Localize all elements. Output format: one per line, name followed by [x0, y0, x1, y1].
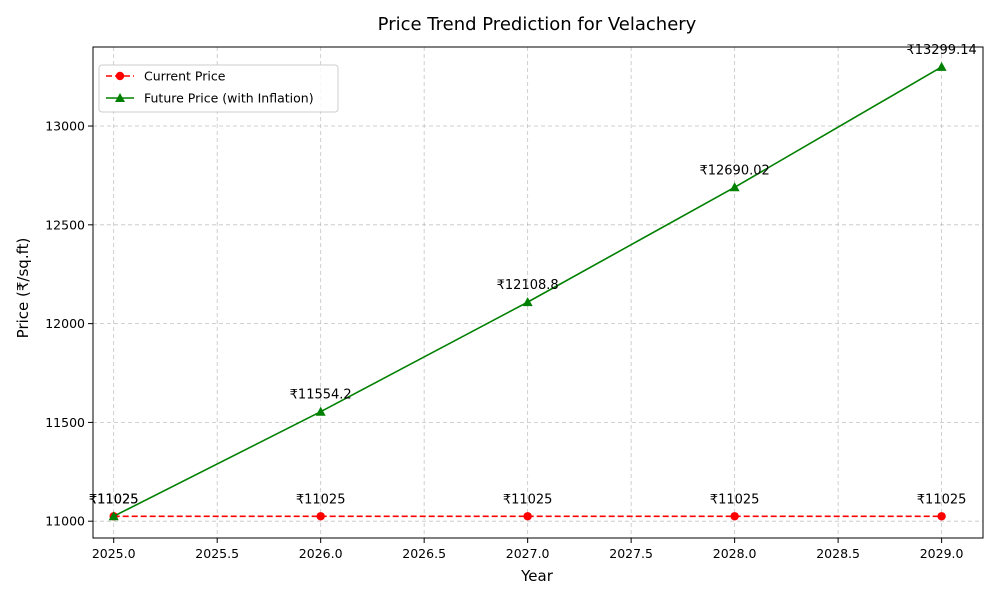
- x-tick-label: 2029.0: [920, 546, 964, 561]
- legend-marker: [115, 93, 125, 102]
- data-labels: ₹11025 ₹11025 ₹11025 ₹11025 ₹11025₹11025₹115…: [89, 43, 977, 507]
- y-axis-label: Price (₹/sq.ft): [14, 238, 32, 339]
- legend-marker: [115, 71, 125, 81]
- x-tick-label: 2027.0: [506, 546, 550, 561]
- data-label: ₹11025: [296, 492, 346, 507]
- y-tick-label: 12500: [45, 217, 85, 232]
- series-2: [108, 61, 947, 521]
- x-tick-label: 2028.0: [713, 546, 757, 561]
- plot-area-frame: [92, 46, 984, 539]
- data-label: ₹11025: [89, 492, 139, 507]
- data-point: [522, 297, 533, 307]
- data-point: [315, 406, 326, 416]
- data-label: ₹11554.2: [290, 388, 352, 403]
- data-label: ₹11025: [710, 492, 760, 507]
- data-label: ₹11025: [503, 492, 553, 507]
- x-tick-label: 2027.5: [609, 546, 653, 561]
- y-axis-ticks: 11000 11500 12000 12500 13000: [45, 119, 93, 529]
- x-axis-ticks: 2025.0 2025.5 2026.0 2026.5 2027.0 2027.5 2028…: [92, 538, 964, 561]
- chart-title: Price Trend Prediction for Velachery: [378, 14, 697, 35]
- series-1: [109, 512, 946, 521]
- grid-lines: [93, 47, 983, 538]
- series-layer: [108, 61, 947, 521]
- y-tick-label: 13000: [45, 119, 85, 134]
- legend: Current Price Future Price (with Inflatio…: [98, 64, 339, 113]
- y-tick-label: 12000: [45, 316, 85, 331]
- data-point: [729, 182, 740, 192]
- y-tick-label: 11500: [45, 415, 85, 430]
- data-label: ₹11025: [917, 492, 967, 507]
- data-point: [523, 512, 532, 521]
- legend-label: Future Price (with Inflation): [144, 91, 314, 106]
- data-point: [730, 512, 739, 521]
- legend-entry: Future Price (with Inflation): [106, 91, 314, 106]
- x-tick-label: 2026.0: [299, 546, 343, 561]
- x-axis-label: Year: [520, 567, 554, 585]
- x-tick-label: 2026.5: [402, 546, 446, 561]
- data-label: ₹12690.02: [699, 163, 769, 178]
- legend-entry: Current Price: [106, 69, 226, 84]
- data-label: ₹11025: [89, 492, 139, 507]
- x-tick-label: 2025.5: [195, 546, 239, 561]
- data-point: [316, 512, 325, 521]
- data-label: ₹13299.14: [906, 43, 976, 58]
- legend-box: [98, 64, 339, 113]
- y-tick-label: 11000: [45, 514, 85, 529]
- x-tick-label: 2025.0: [92, 546, 136, 561]
- data-point: [936, 61, 947, 71]
- x-tick-label: 2028.5: [816, 546, 860, 561]
- data-point: [108, 511, 119, 521]
- legend-label: Current Price: [144, 69, 226, 84]
- data-label: ₹12108.8: [497, 278, 559, 293]
- data-point: [937, 512, 946, 521]
